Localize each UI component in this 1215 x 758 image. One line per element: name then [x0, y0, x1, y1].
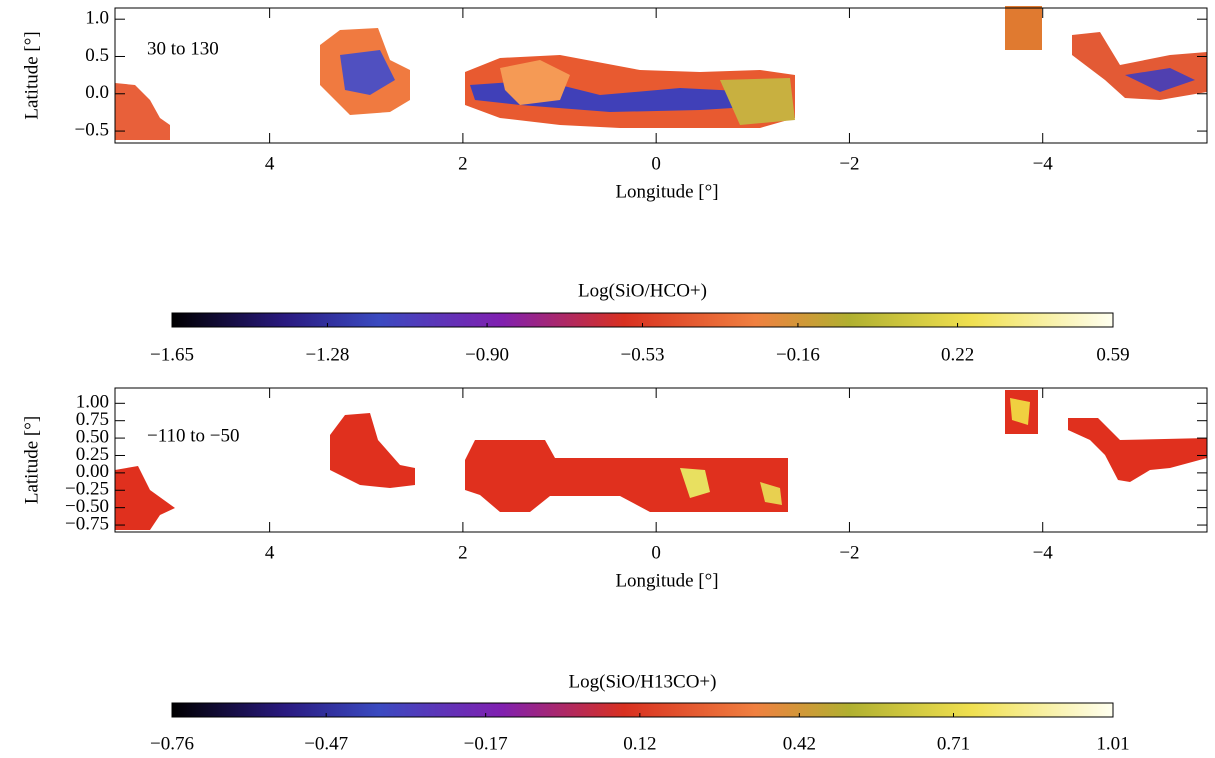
x-tick-label: 0	[651, 153, 661, 174]
colorbar-tick-label: −1.28	[305, 344, 349, 365]
y-tick-label: −0.75	[65, 513, 109, 534]
plot-frame	[114, 387, 1208, 533]
y-tick-label: 0.5	[85, 45, 109, 66]
y-tick-label: −0.50	[65, 496, 109, 517]
x-axis-label: Longitude [°]	[615, 570, 718, 591]
colorbar-tick-label: −0.90	[465, 344, 509, 365]
x-tick-label: 2	[458, 153, 468, 174]
colorbar-tick-label: −1.65	[150, 344, 194, 365]
colorbar-tick-label: 0.59	[1096, 344, 1129, 365]
colorbar-tick-label: 0.71	[937, 733, 970, 754]
colorbar-tick-label: −0.17	[464, 733, 508, 754]
plot-frame	[114, 7, 1208, 144]
colorbar-title: Log(SiO/H13CO+)	[569, 671, 717, 692]
x-tick-label: −4	[1033, 153, 1054, 174]
y-tick-label: 0.25	[76, 444, 109, 465]
y-tick-label: 1.00	[76, 392, 109, 413]
y-axis-label: Latitude [°]	[21, 31, 42, 119]
colorbar	[171, 702, 1114, 718]
y-tick-label: 0.00	[76, 461, 109, 482]
x-tick-label: −2	[839, 542, 859, 563]
panel-annotation: −110 to −50	[147, 425, 240, 446]
y-tick-label: −0.5	[75, 119, 109, 140]
y-tick-label: 0.0	[85, 82, 109, 103]
y-tick-label: 0.50	[76, 426, 109, 447]
colorbar-title: Log(SiO/HCO+)	[578, 280, 707, 301]
x-tick-label: 4	[265, 153, 275, 174]
x-tick-label: 2	[458, 542, 468, 563]
colorbar-tick-label: −0.53	[621, 344, 665, 365]
x-axis-label: Longitude [°]	[615, 181, 718, 202]
colorbar-tick-label: 0.42	[783, 733, 816, 754]
colorbar-tick-label: 1.01	[1096, 733, 1129, 754]
y-tick-label: −0.25	[65, 479, 109, 500]
y-axis-label: Latitude [°]	[21, 416, 42, 504]
colorbar-tick-label: −0.76	[150, 733, 194, 754]
x-tick-label: −2	[839, 153, 859, 174]
map-image-top	[115, 6, 1207, 140]
x-tick-label: 0	[651, 542, 661, 563]
x-tick-label: 4	[265, 542, 275, 563]
y-tick-label: 0.75	[76, 409, 109, 430]
colorbar-tick-label: −0.47	[304, 733, 348, 754]
colorbar-tick-label: 0.12	[623, 733, 656, 754]
colorbar-tick-label: 0.22	[941, 344, 974, 365]
panel-annotation: 30 to 130	[147, 38, 219, 59]
colorbar-tick-label: −0.16	[776, 344, 820, 365]
map-image-bottom	[115, 390, 1207, 530]
y-tick-label: 1.0	[85, 8, 109, 29]
x-tick-label: −4	[1033, 542, 1054, 563]
